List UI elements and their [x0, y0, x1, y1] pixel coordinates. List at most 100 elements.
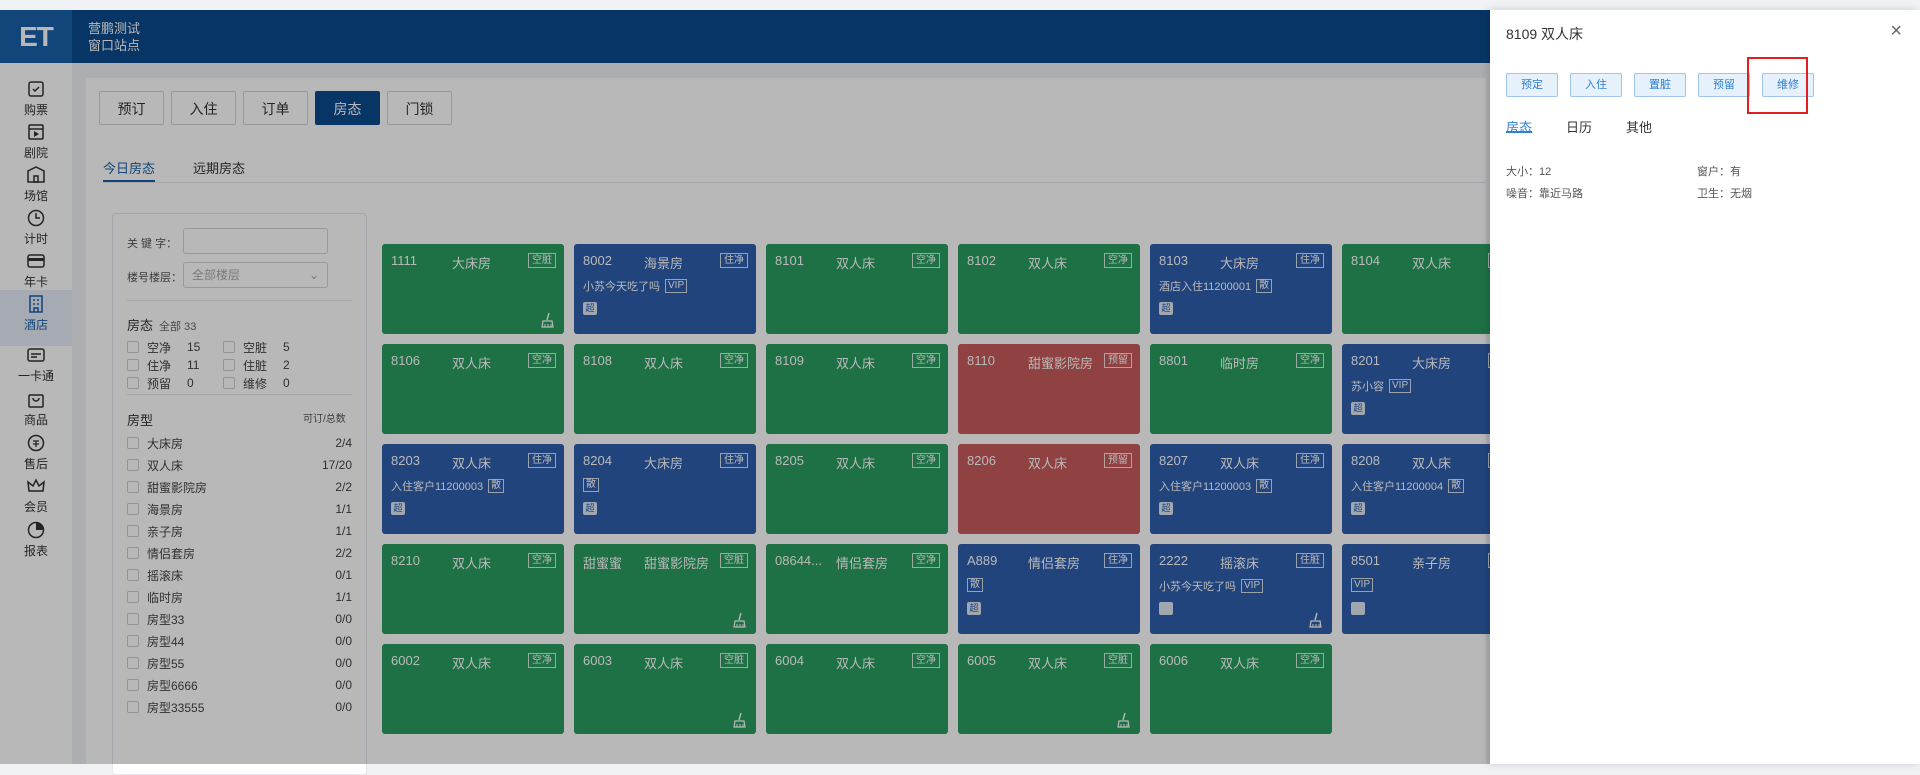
room-card[interactable]: 8207 双人床 住净 入住客户11200003 散超: [1150, 444, 1332, 534]
room-card[interactable]: 08644... 情侣套房 空净: [766, 544, 948, 634]
guest-tag: VIP: [1351, 578, 1374, 592]
action-maintenance-button[interactable]: 维修: [1762, 73, 1814, 97]
checkbox-box[interactable]: [127, 341, 139, 353]
checkbox-box[interactable]: [127, 547, 139, 559]
close-icon[interactable]: ×: [1890, 20, 1902, 42]
sidebar-item-member[interactable]: 会员: [0, 472, 72, 522]
checkbox-box[interactable]: [127, 481, 139, 493]
room-type-filter-row[interactable]: 临时房 1/1: [127, 588, 352, 606]
checkbox-box[interactable]: [127, 437, 139, 449]
room-card[interactable]: 6002 双人床 空净: [382, 644, 564, 734]
room-card[interactable]: 6005 双人床 空脏: [958, 644, 1140, 734]
checkbox-box[interactable]: [127, 591, 139, 603]
sidebar-item-report[interactable]: 报表: [0, 516, 72, 566]
status-filter-checkbox[interactable]: 空脏 5: [223, 339, 290, 355]
room-type-filter-row[interactable]: 房型55 0/0: [127, 654, 352, 672]
checkbox-box[interactable]: [127, 525, 139, 537]
room-type-filter-row[interactable]: 亲子房 1/1: [127, 522, 352, 540]
room-type-filter-row[interactable]: 海景房 1/1: [127, 500, 352, 518]
sidebar-item-after-sale[interactable]: 售后: [0, 429, 72, 479]
room-type-count: 1/1: [335, 590, 352, 604]
keyword-input[interactable]: [183, 228, 328, 254]
checkbox-box[interactable]: [127, 459, 139, 471]
action-mark-dirty-button[interactable]: 置脏: [1634, 73, 1686, 97]
checkbox-box[interactable]: [127, 701, 139, 713]
subtab-future-status[interactable]: 远期房态: [193, 161, 246, 176]
room-card[interactable]: 8210 双人床 空净: [382, 544, 564, 634]
status-filter-checkbox[interactable]: 维修 0: [223, 375, 290, 391]
room-card[interactable]: 8102 双人床 空净: [958, 244, 1140, 334]
sidebar-item-annual-card[interactable]: 年卡: [0, 247, 72, 297]
room-type: 亲子房: [1412, 556, 1452, 571]
room-card[interactable]: 6006 双人床 空净: [1150, 644, 1332, 734]
room-number: 8205: [775, 453, 804, 468]
status-filter-checkbox[interactable]: 住脏 2: [223, 357, 290, 373]
room-type-filter-row[interactable]: 甜蜜影院房 2/2: [127, 478, 352, 496]
status-filter-checkbox[interactable]: 预留 0: [127, 375, 194, 391]
checkbox-box[interactable]: [127, 503, 139, 515]
room-type-filter-row[interactable]: 房型33 0/0: [127, 610, 352, 628]
room-card[interactable]: 6003 双人床 空脏: [574, 644, 756, 734]
room-type-filter-row[interactable]: 情侣套房 2/2: [127, 544, 352, 562]
room-card[interactable]: 8205 双人床 空净: [766, 444, 948, 534]
room-card[interactable]: 1111 大床房 空脏: [382, 244, 564, 334]
checkbox-box[interactable]: [223, 341, 235, 353]
room-card[interactable]: 8108 双人床 空净: [574, 344, 756, 434]
sidebar-item-hotel[interactable]: 酒店: [0, 290, 72, 346]
tab-checkin[interactable]: 入住: [171, 91, 236, 125]
room-card[interactable]: 8110 甜蜜影院房 预留: [958, 344, 1140, 434]
room-card[interactable]: 甜蜜蜜 甜蜜影院房 空脏: [574, 544, 756, 634]
modal-overlay[interactable]: [0, 10, 1490, 764]
sidebar-item-theater[interactable]: 剧院: [0, 118, 72, 168]
sidebar-item-timer[interactable]: 计时: [0, 204, 72, 254]
room-type-filter-row[interactable]: 房型33555 0/0: [127, 698, 352, 716]
status-filter-checkbox[interactable]: 住净 11: [127, 357, 199, 373]
sidebar-item-ticket[interactable]: 购票: [0, 75, 72, 125]
room-type: 双人床: [452, 456, 492, 471]
room-card[interactable]: 8204 大床房 住净散超: [574, 444, 756, 534]
drawer-tab-calendar[interactable]: 日历: [1566, 120, 1593, 135]
room-card[interactable]: 8103 大床房 住净 酒店入住11200001 散超: [1150, 244, 1332, 334]
action-reserve-button[interactable]: 预定: [1506, 73, 1558, 97]
tab-orders[interactable]: 订单: [243, 91, 308, 125]
checkbox-box[interactable]: [127, 359, 139, 371]
action-hold-button[interactable]: 预留: [1698, 73, 1750, 97]
checkbox-box[interactable]: [127, 679, 139, 691]
checkbox-box[interactable]: [127, 569, 139, 581]
sidebar-item-venue[interactable]: 场馆: [0, 161, 72, 211]
drawer-tab-status[interactable]: 房态: [1506, 120, 1533, 135]
room-card[interactable]: 8106 双人床 空净: [382, 344, 564, 434]
checkbox-box[interactable]: [223, 377, 235, 389]
room-card[interactable]: A889 情侣套房 住净散超: [958, 544, 1140, 634]
action-checkin-button[interactable]: 入住: [1570, 73, 1622, 97]
room-card[interactable]: 6004 双人床 空净: [766, 644, 948, 734]
subtab-today-status[interactable]: 今日房态: [103, 161, 156, 176]
checkbox-box[interactable]: [127, 657, 139, 669]
floor-select[interactable]: 全部楼层 ⌄: [183, 262, 328, 288]
sidebar-item-one-card[interactable]: 一卡通: [0, 341, 72, 391]
room-card[interactable]: 2222 摇滚床 住脏 小苏今天吃了吗 VIP: [1150, 544, 1332, 634]
status-filter-checkbox[interactable]: 空净 15: [127, 339, 200, 355]
room-type-filter-row[interactable]: 房型6666 0/0: [127, 676, 352, 694]
tab-reserve[interactable]: 预订: [99, 91, 164, 125]
room-card[interactable]: 8109 双人床 空净: [766, 344, 948, 434]
checkbox-box[interactable]: [127, 377, 139, 389]
drawer-tab-other[interactable]: 其他: [1626, 120, 1653, 135]
room-type-filter-row[interactable]: 双人床 17/20: [127, 456, 352, 474]
sidebar-item-goods[interactable]: 商品: [0, 385, 72, 435]
room-card[interactable]: 8101 双人床 空净: [766, 244, 948, 334]
room-type-filter-row[interactable]: 大床房 2/4: [127, 434, 352, 452]
room-card[interactable]: 8203 双人床 住净 入住客户11200003 散超: [382, 444, 564, 534]
tab-room-status[interactable]: 房态: [315, 91, 380, 125]
checkbox-box[interactable]: [223, 359, 235, 371]
checkbox-box[interactable]: [127, 613, 139, 625]
checkbox-box[interactable]: [127, 635, 139, 647]
room-type-filter-row[interactable]: 房型44 0/0: [127, 632, 352, 650]
room-card[interactable]: 8801 临时房 空净: [1150, 344, 1332, 434]
room-card[interactable]: 8206 双人床 预留: [958, 444, 1140, 534]
guest-info: 小苏今天吃了吗 VIP: [583, 278, 688, 294]
tab-door-lock[interactable]: 门锁: [387, 91, 452, 125]
room-card[interactable]: 8002 海景房 住净 小苏今天吃了吗 VIP 超: [574, 244, 756, 334]
prop-value: 12: [1539, 166, 1552, 178]
room-type-filter-row[interactable]: 摇滚床 0/1: [127, 566, 352, 584]
